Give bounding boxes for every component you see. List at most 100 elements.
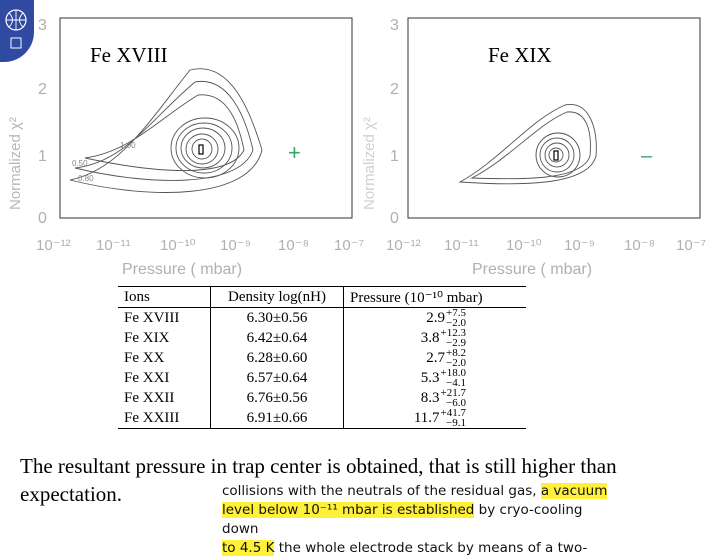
contour-lines — [69, 68, 263, 193]
x-tick: 10⁻¹⁰ — [160, 237, 196, 254]
institution-logo-icon — [5, 9, 27, 49]
contour-label: 1.00 — [120, 141, 136, 150]
pressure-error: +8.2 −2.0 — [446, 347, 466, 369]
excerpt-line: level below 10⁻¹¹ mbar is established by… — [222, 501, 617, 539]
panel-title: Fe XVIII — [90, 43, 168, 67]
error-plus: +8.2 — [446, 347, 466, 359]
x-tick: 10⁻¹² — [36, 237, 71, 254]
col-header-density: Density log(nH) — [210, 286, 344, 308]
pressure-error: +7.5 −2.0 — [446, 307, 466, 329]
pressure-value: 5.3 — [420, 369, 440, 386]
slide-caption: The resultant pressure in trap center is… — [20, 454, 617, 506]
institution-logo — [0, 0, 34, 62]
pressure-error: +12.3 −2.9 — [440, 327, 466, 349]
col-header-pressure: Pressure (10⁻¹⁰ mbar) — [343, 286, 526, 308]
table-row: Fe XIX 6.42±0.64 3.8 +12.3 −2.9 — [118, 327, 527, 349]
x-tick: 10⁻¹¹ — [444, 237, 479, 254]
error-minus: −2.9 — [446, 337, 466, 349]
x-tick: 10⁻⁸ — [278, 237, 309, 254]
x-axis-label: Pressure ( mbar) — [472, 261, 592, 278]
table-row: Fe XX 6.28±0.60 2.7 +8.2 −2.0 — [118, 347, 527, 369]
y-tick: 1 — [38, 148, 47, 165]
pressure-value: 11.7 — [413, 409, 440, 426]
pressure-error: +18.0 −4.1 — [440, 367, 466, 389]
cell-ion: Fe XVIII — [118, 307, 211, 328]
x-tick: 10⁻¹⁰ — [506, 237, 542, 254]
y-tick: 0 — [38, 210, 47, 227]
pressure-value: 2.9 — [426, 309, 446, 326]
table-header-row: Ions Density log(nH) Pressure (10⁻¹⁰ mba… — [118, 286, 526, 308]
fit-marker-minus: – — [641, 145, 653, 167]
x-ticks: 10⁻¹² 10⁻¹¹ 10⁻¹⁰ 10⁻⁹ 10⁻⁸ 10⁻⁷ — [386, 237, 706, 254]
x-tick: 10⁻⁹ — [220, 237, 251, 254]
y-ticks: 0 1 2 3 — [390, 17, 399, 227]
cell-pressure: 8.3 +21.7 −6.0 — [344, 387, 527, 409]
cell-density: 6.91±0.66 — [210, 408, 344, 429]
excerpt-text: by cryo-cooling down — [222, 502, 583, 537]
best-fit-marker — [198, 144, 204, 155]
pressure-error: +41.7 −9.1 — [440, 407, 466, 429]
cell-pressure: 5.3 +18.0 −4.1 — [344, 367, 527, 389]
contour-lines — [458, 104, 597, 185]
error-plus: +21.7 — [440, 387, 466, 399]
error-plus: +12.3 — [440, 327, 466, 339]
col-header-ions: Ions — [118, 286, 211, 308]
x-tick: 10⁻¹¹ — [96, 237, 131, 254]
contour-label: 0.80 — [78, 174, 94, 183]
cell-pressure: 2.9 +7.5 −2.0 — [344, 308, 527, 329]
cell-pressure: 3.8 +12.3 −2.9 — [344, 327, 527, 349]
cell-density: 6.30±0.56 — [210, 307, 344, 328]
pressure-table: Ions Density log(nH) Pressure (10⁻¹⁰ mba… — [118, 286, 526, 444]
y-tick: 3 — [390, 17, 399, 34]
x-tick: 10⁻⁷ — [334, 237, 364, 254]
cell-density: 6.42±0.64 — [210, 328, 344, 348]
error-minus: −4.1 — [446, 377, 466, 389]
y-tick: 1 — [390, 148, 399, 165]
error-plus: +41.7 — [440, 407, 466, 419]
cell-ion: Fe XX — [118, 348, 211, 368]
cell-ion: Fe XIX — [118, 328, 211, 348]
excerpt-text: the whole electrode stack by means of a … — [274, 540, 588, 556]
y-tick: 3 — [38, 17, 47, 34]
contour-plot-fe-xix: Normalized χ² 0 1 2 3 – 10⁻¹² 10⁻¹¹ 10⁻¹… — [360, 0, 720, 280]
cell-density: 6.57±0.64 — [210, 368, 344, 388]
error-plus: +7.5 — [446, 307, 466, 319]
panel-title: Fe XIX — [488, 43, 552, 67]
y-ticks: 0 1 2 3 — [38, 17, 47, 227]
error-minus: −2.0 — [446, 317, 466, 329]
cell-ion: Fe XXI — [118, 368, 211, 388]
y-tick: 0 — [390, 210, 399, 227]
excerpt-text: collisions with the neutrals of the resi… — [222, 483, 541, 499]
pressure-value: 8.3 — [420, 389, 440, 406]
y-tick: 2 — [390, 81, 399, 98]
table-row: Fe XXIII 6.91±0.66 11.7 +41.7 −9.1 — [118, 408, 526, 429]
contour-plot-fe-xviii: Normalized χ² 0 1 2 3 0.50 0.80 1.00 + — [0, 0, 372, 280]
x-tick: 10⁻⁹ — [564, 237, 595, 254]
error-plus: +18.0 — [440, 367, 466, 379]
y-axis-label: Normalized χ² — [7, 117, 24, 210]
pressure-value: 3.8 — [420, 329, 440, 346]
error-minus: −6.0 — [446, 397, 466, 409]
cell-ion: Fe XXIII — [118, 408, 211, 429]
cell-pressure: 2.7 +8.2 −2.0 — [344, 347, 527, 369]
cell-density: 6.76±0.56 — [210, 388, 344, 408]
best-fit-marker — [553, 150, 559, 161]
cell-ion: Fe XXII — [118, 388, 211, 408]
error-minus: −9.1 — [446, 417, 466, 429]
x-tick: 10⁻⁷ — [676, 237, 706, 254]
excerpt-highlight: a vacuum — [540, 483, 608, 499]
contour-labels: 0.50 0.80 1.00 — [72, 141, 136, 183]
x-tick: 10⁻¹² — [386, 237, 421, 254]
excerpt-highlight: to 4.5 K — [222, 540, 275, 556]
excerpt-highlight: level below 10⁻¹¹ mbar is established — [222, 502, 475, 518]
fit-marker-plus: + — [288, 140, 301, 165]
x-axis-label: Pressure ( mbar) — [122, 261, 242, 278]
error-minus: −2.0 — [446, 357, 466, 369]
excerpt-line: collisions with the neutrals of the resi… — [222, 482, 617, 501]
pressure-error: +21.7 −6.0 — [440, 387, 466, 409]
table-row: Fe XXII 6.76±0.56 8.3 +21.7 −6.0 — [118, 387, 527, 409]
excerpt-line: to 4.5 K the whole electrode stack by me… — [222, 539, 617, 558]
table-row: Fe XVIII 6.30±0.56 2.9 +7.5 −2.0 — [118, 307, 527, 329]
paper-excerpt: collisions with the neutrals of the resi… — [222, 482, 617, 558]
x-tick: 10⁻⁸ — [624, 237, 655, 254]
